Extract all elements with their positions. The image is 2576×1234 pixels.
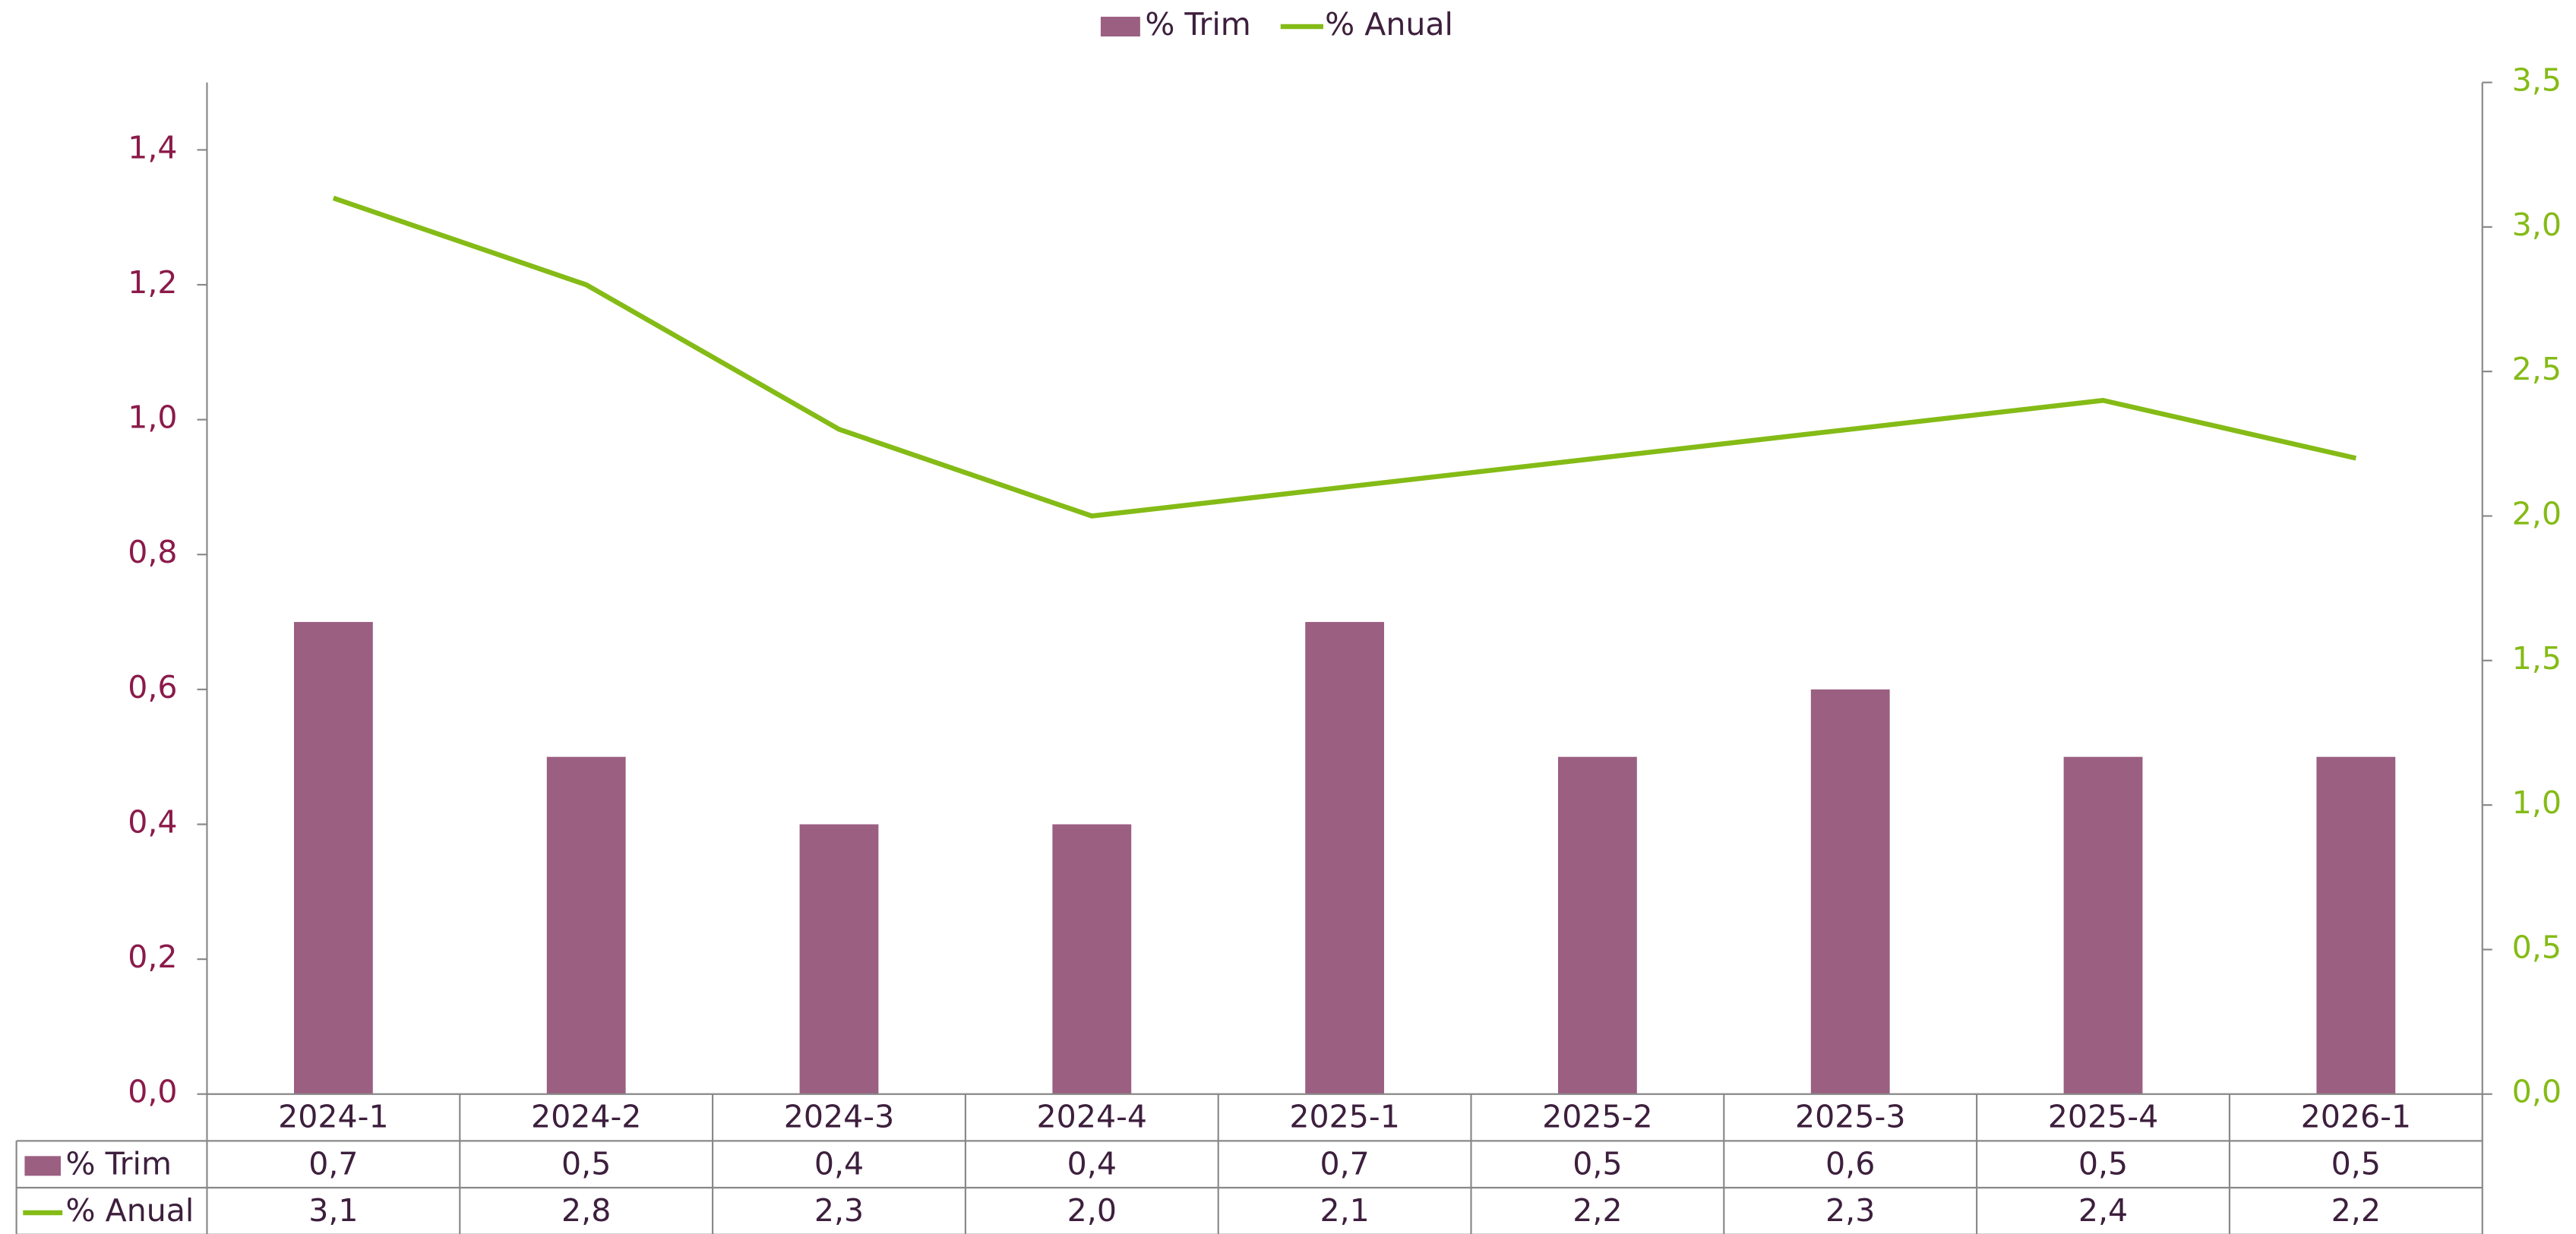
table-value: 0,4 (1067, 1145, 1117, 1182)
bar (546, 756, 626, 1094)
table-value: 2,3 (814, 1192, 864, 1229)
table-value: 0,4 (814, 1145, 864, 1182)
table-value: 3,1 (308, 1192, 358, 1229)
legend-label: % Anual (1325, 6, 1453, 43)
legend-key (1100, 17, 1140, 37)
y-tick-label: 0,4 (128, 803, 177, 840)
table-value: 0,5 (2078, 1145, 2128, 1182)
y-tick-label: 0,8 (128, 534, 177, 570)
table-value: 0,6 (1825, 1145, 1875, 1182)
y2-tick-label: 2,5 (2512, 351, 2562, 387)
x-tick-label: 2024-1 (278, 1099, 389, 1135)
table-value: 0,7 (308, 1145, 358, 1182)
x-tick-label: 2024-4 (1037, 1099, 1148, 1135)
x-tick-label: 2024-3 (784, 1099, 895, 1135)
bar (799, 824, 879, 1094)
table-value: 2,2 (1572, 1192, 1622, 1229)
x-tick-label: 2025-4 (2048, 1099, 2159, 1135)
bar (293, 622, 373, 1094)
x-tick-label: 2024-2 (531, 1099, 642, 1135)
x-tick-label: 2026-1 (2301, 1099, 2412, 1135)
bar (2063, 756, 2143, 1094)
y-tick-label: 1,0 (128, 399, 177, 436)
y-tick-label: 0,0 (128, 1074, 177, 1110)
y2-tick-label: 3,5 (2512, 62, 2562, 99)
bar (1052, 824, 1132, 1094)
y-tick-label: 1,2 (128, 264, 177, 301)
table-key (24, 1156, 62, 1176)
bar (1305, 622, 1385, 1094)
x-tick-label: 2025-1 (1289, 1099, 1400, 1135)
table-value: 0,5 (1572, 1145, 1622, 1182)
y2-tick-label: 0,5 (2512, 929, 2562, 965)
x-tick-label: 2025-3 (1795, 1099, 1906, 1135)
table-value: 2,4 (2078, 1192, 2128, 1229)
y-tick-label: 0,6 (128, 669, 177, 705)
table-value: 2,2 (2331, 1192, 2381, 1229)
bar (1558, 756, 1637, 1094)
x-tick-label: 2025-2 (1542, 1099, 1653, 1135)
table-row-label: % Anual (66, 1192, 194, 1229)
y2-tick-label: 3,0 (2512, 207, 2562, 243)
y2-tick-label: 1,5 (2512, 640, 2562, 677)
table-value: 2,1 (1320, 1192, 1369, 1229)
line (332, 195, 2357, 519)
y2-tick-label: 0,0 (2512, 1074, 2562, 1110)
table-value: 2,8 (561, 1192, 611, 1229)
bar (1810, 689, 1890, 1094)
table-value: 0,5 (2331, 1145, 2381, 1182)
table-value: 0,7 (1320, 1145, 1369, 1182)
y2-tick-label: 2,0 (2512, 495, 2562, 532)
y-tick-label: 1,4 (128, 129, 177, 166)
table-value: 2,3 (1825, 1192, 1875, 1229)
legend-label: % Trim (1145, 6, 1250, 43)
y2-tick-label: 1,0 (2512, 784, 2562, 821)
table-row-label: % Trim (66, 1145, 172, 1182)
table-value: 2,0 (1067, 1192, 1117, 1229)
bar (2316, 756, 2396, 1094)
table-value: 0,5 (561, 1145, 611, 1182)
y-tick-label: 0,2 (128, 939, 177, 975)
